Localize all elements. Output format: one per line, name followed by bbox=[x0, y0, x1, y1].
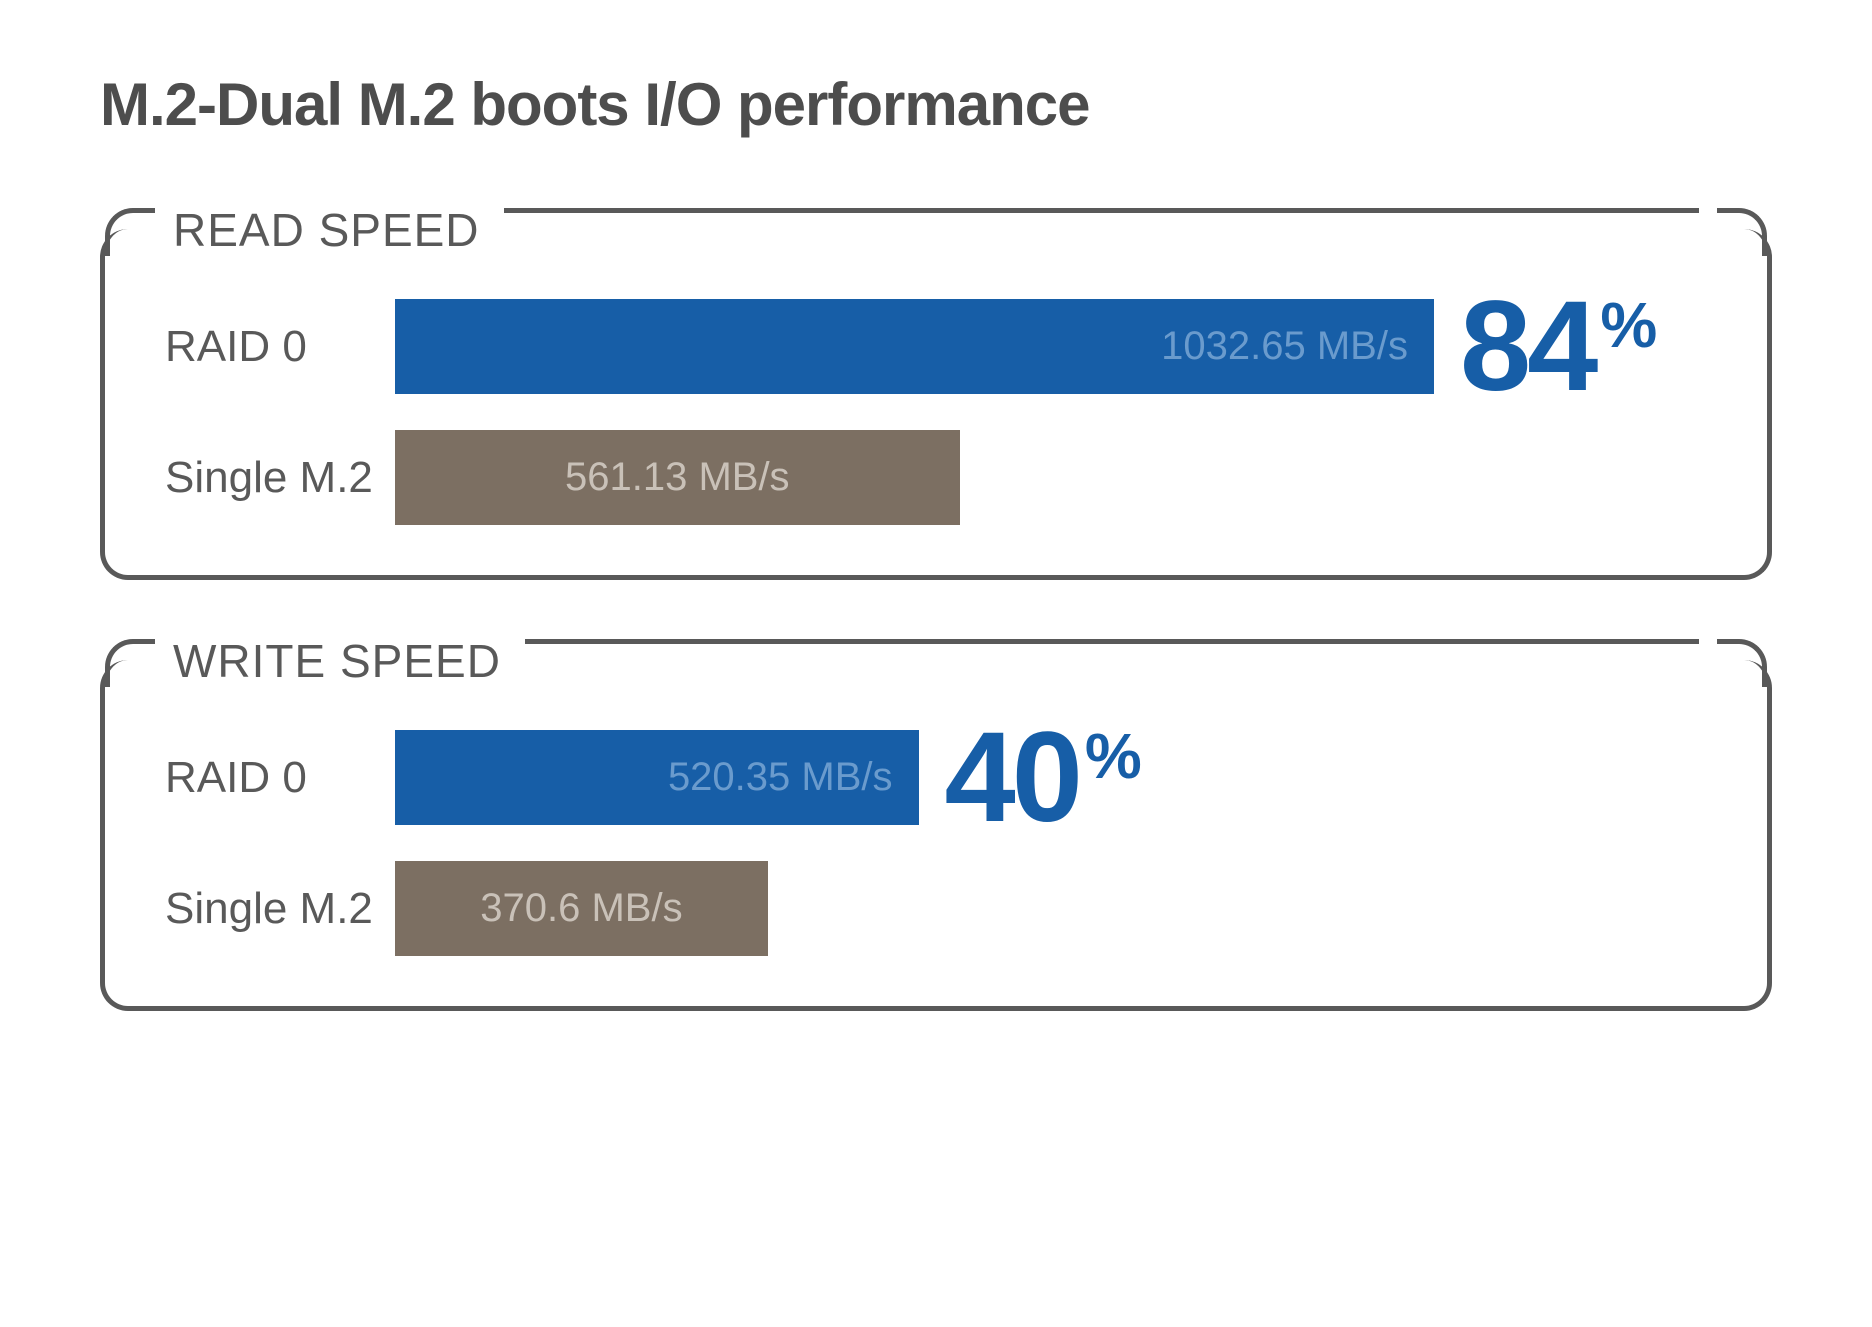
percent-number: 84 bbox=[1460, 283, 1594, 411]
panel-top-line bbox=[525, 639, 1699, 644]
row-label: Single M.2 bbox=[165, 453, 395, 503]
bar-row: Single M.2 370.6 MB/s bbox=[165, 861, 1727, 956]
row-label: RAID 0 bbox=[165, 753, 395, 803]
bar-value-label: 520.35 MB/s bbox=[668, 755, 893, 800]
panel-corner-right bbox=[1717, 208, 1767, 256]
bar-area: 1032.65 MB/s84% bbox=[395, 299, 1727, 394]
bar-row: Single M.2 561.13 MB/s bbox=[165, 430, 1727, 525]
panel-title: READ SPEED bbox=[173, 203, 480, 257]
panel-corner-left bbox=[105, 639, 155, 687]
bar-area: 561.13 MB/s bbox=[395, 430, 1727, 525]
percent-sign: % bbox=[1085, 724, 1142, 788]
panel-read-speed: READ SPEEDRAID 01032.65 MB/s84%Single M.… bbox=[100, 229, 1772, 580]
percent-number: 40 bbox=[945, 714, 1079, 842]
panel-corner-right bbox=[1717, 639, 1767, 687]
bar: 520.35 MB/s bbox=[395, 730, 919, 825]
row-label: RAID 0 bbox=[165, 322, 395, 372]
bar: 1032.65 MB/s bbox=[395, 299, 1434, 394]
panel-title: WRITE SPEED bbox=[173, 634, 501, 688]
bar-row: RAID 0520.35 MB/s40% bbox=[165, 730, 1727, 825]
bar-row: RAID 01032.65 MB/s84% bbox=[165, 299, 1727, 394]
row-label: Single M.2 bbox=[165, 884, 395, 934]
percent-sign: % bbox=[1600, 293, 1657, 357]
bar-value-label: 1032.65 MB/s bbox=[1161, 324, 1408, 369]
bar-value-label: 370.6 MB/s bbox=[480, 886, 682, 931]
bar: 370.6 MB/s bbox=[395, 861, 768, 956]
panel-top-line bbox=[504, 208, 1699, 213]
panel-header: READ SPEED bbox=[105, 205, 1767, 259]
chart-title: M.2-Dual M.2 boots I/O performance bbox=[100, 70, 1772, 139]
improvement-percent: 84% bbox=[1460, 283, 1657, 411]
improvement-percent: 40% bbox=[945, 714, 1142, 842]
bar-area: 370.6 MB/s bbox=[395, 861, 1727, 956]
bar-value-label: 561.13 MB/s bbox=[565, 455, 790, 500]
bar: 561.13 MB/s bbox=[395, 430, 960, 525]
panel-write-speed: WRITE SPEEDRAID 0520.35 MB/s40%Single M.… bbox=[100, 660, 1772, 1011]
panel-header: WRITE SPEED bbox=[105, 636, 1767, 690]
bar-area: 520.35 MB/s40% bbox=[395, 730, 1727, 825]
panel-corner-left bbox=[105, 208, 155, 256]
